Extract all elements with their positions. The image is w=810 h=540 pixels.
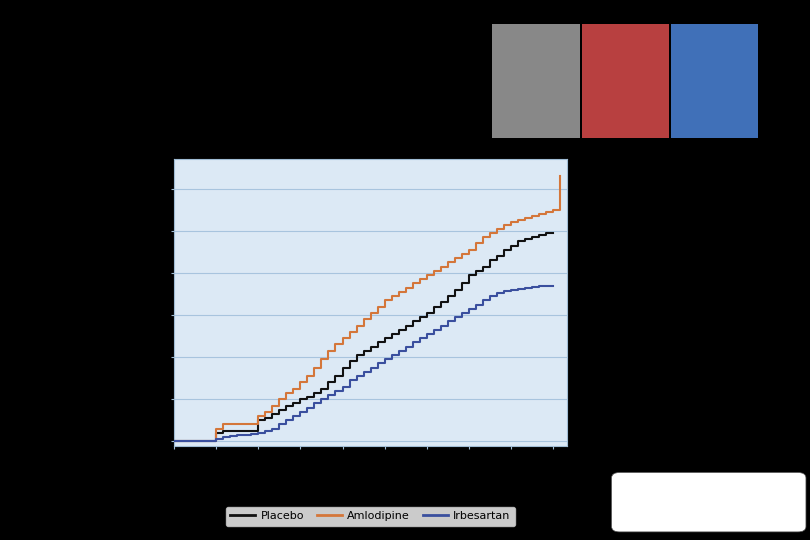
Y-axis label: Proportion with a doubling of base-line
serum creatinine concentration: Proportion with a doubling of base-line … <box>126 201 147 403</box>
X-axis label: Months of Follow up: Months of Follow up <box>312 466 429 479</box>
Legend: Placebo, Amlodipine, Irbesartan: Placebo, Amlodipine, Irbesartan <box>226 507 515 526</box>
